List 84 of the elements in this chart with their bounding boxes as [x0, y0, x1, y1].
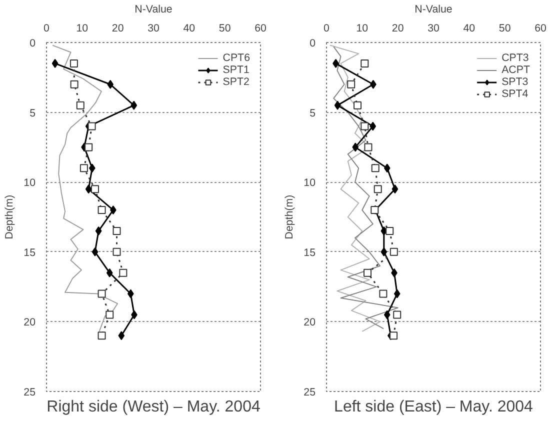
y-tick-label: 20	[24, 316, 36, 329]
x-tick-label: 20	[112, 22, 124, 34]
line-series	[330, 44, 380, 332]
point	[85, 184, 92, 194]
point	[80, 164, 88, 172]
y-tick-label: 10	[24, 177, 36, 190]
point	[384, 310, 390, 320]
point	[379, 290, 388, 298]
point	[88, 122, 96, 130]
point	[380, 247, 388, 256]
y-axis-title: Depth(m)	[4, 194, 16, 240]
y-tick-label: 5	[310, 107, 316, 120]
point	[371, 164, 380, 172]
legend-label: CPT6	[222, 52, 250, 64]
point	[119, 268, 128, 277]
point	[70, 59, 78, 68]
text: Right side (West) – May. 2004	[46, 398, 260, 416]
x-tick-label: 60	[254, 22, 266, 34]
point	[360, 122, 369, 130]
y-axis-title: Depth(m)	[284, 194, 296, 240]
point	[393, 310, 402, 319]
point	[52, 58, 58, 68]
y-tick-label: 25	[24, 386, 36, 398]
y-tick-label: 5	[30, 107, 36, 120]
x-tick-label: 30	[148, 22, 160, 34]
point	[112, 248, 121, 256]
point	[98, 290, 106, 298]
x-tick-label: 0	[44, 22, 50, 34]
point	[118, 331, 125, 340]
point	[84, 143, 93, 152]
point	[364, 143, 372, 152]
legend-label: CPT3	[502, 52, 529, 64]
x-tick-label: 0	[324, 22, 330, 34]
x-tick-label: 40	[183, 22, 196, 34]
point	[98, 206, 106, 214]
legend-label: ACPT	[502, 64, 530, 76]
point	[390, 332, 398, 340]
point	[76, 101, 84, 110]
point	[374, 185, 382, 194]
legend-label: SPT3	[502, 76, 528, 88]
point	[384, 164, 390, 173]
point	[354, 101, 362, 110]
y-tick-label: 15	[24, 246, 36, 259]
point	[390, 248, 398, 256]
y-tick-label: 10	[304, 177, 316, 190]
point	[107, 80, 114, 89]
point	[92, 247, 98, 256]
y-tick-label: 0	[310, 38, 316, 50]
point	[334, 100, 341, 110]
point	[130, 100, 138, 110]
point	[106, 268, 113, 278]
point	[106, 310, 114, 319]
point	[70, 80, 78, 88]
point	[394, 289, 400, 298]
x-axis-title: N-Value	[414, 4, 452, 16]
x-tick-label: 20	[392, 22, 404, 34]
y-tick-label: 20	[304, 316, 316, 329]
point	[386, 226, 394, 235]
point	[347, 80, 356, 88]
point	[370, 122, 376, 131]
point	[352, 142, 359, 152]
x-axis-title: N-Value	[134, 4, 172, 16]
x-tick-label: 50	[498, 22, 511, 34]
text: Left side (East) – May. 2004	[334, 398, 534, 416]
x-tick-label: 10	[356, 22, 368, 34]
y-tick-label: 0	[30, 38, 36, 50]
point	[360, 59, 369, 68]
point	[91, 185, 100, 194]
point	[88, 164, 96, 173]
x-tick-label: 60	[534, 22, 546, 34]
x-tick-label: 50	[218, 22, 231, 34]
x-tick-label: 30	[428, 22, 440, 34]
legend-label: SPT2	[222, 76, 250, 88]
legend-label: SPT1	[222, 64, 250, 76]
point	[112, 226, 121, 235]
y-tick-label: 25	[304, 386, 316, 398]
point	[392, 184, 398, 194]
x-tick-label: 10	[76, 22, 88, 34]
legend-label: SPT4	[502, 88, 528, 100]
x-tick-label: 40	[463, 22, 476, 34]
point	[98, 332, 106, 340]
point	[364, 268, 372, 277]
y-tick-label: 15	[304, 246, 316, 259]
point	[95, 226, 102, 236]
